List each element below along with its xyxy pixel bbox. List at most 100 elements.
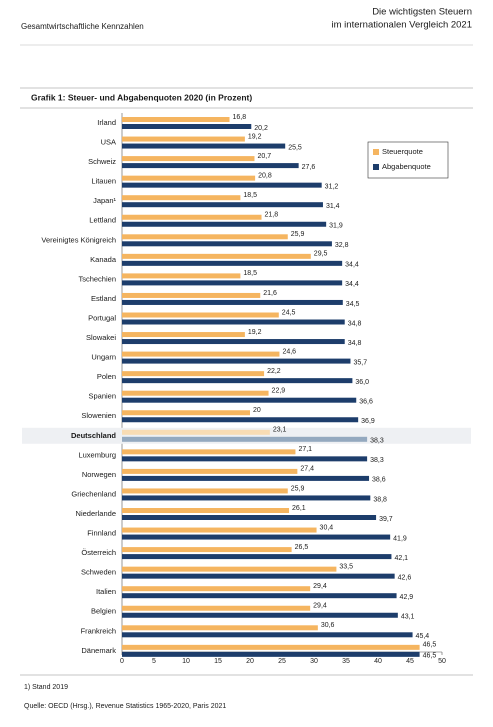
- value-label: 18,5: [243, 192, 257, 199]
- bar: [122, 436, 368, 442]
- value-label: 45,4: [416, 633, 430, 640]
- category-label: Vereinigtes Königreich: [41, 235, 116, 244]
- value-label: 42,9: [400, 594, 414, 601]
- value-label: 33,5: [339, 563, 353, 570]
- bar: [122, 417, 359, 423]
- bar: [122, 273, 241, 279]
- value-label: 39,7: [379, 516, 393, 523]
- value-label: 25,5: [288, 144, 302, 151]
- value-label: 20,7: [257, 153, 271, 160]
- value-label: 36,6: [359, 399, 373, 406]
- category-label: Slowenien: [81, 411, 116, 420]
- bar: [122, 299, 343, 305]
- category-label: Norwegen: [82, 470, 116, 479]
- value-label: 29,4: [313, 583, 327, 590]
- category-label: Litauen: [91, 177, 116, 186]
- x-tick-label: 20: [246, 658, 254, 665]
- x-tick-label: 30: [310, 658, 318, 665]
- category-label: Belgien: [91, 607, 116, 616]
- bar: [122, 312, 279, 318]
- bar: [122, 508, 290, 513]
- category-label: Schweden: [81, 568, 116, 577]
- value-label: 29,4: [313, 603, 327, 610]
- value-label: 38,3: [370, 438, 384, 445]
- category-label: Italien: [96, 587, 116, 596]
- bar: [122, 175, 256, 181]
- value-label: 46,5: [423, 653, 437, 660]
- value-label: 42,1: [394, 555, 408, 562]
- category-label: Estland: [91, 294, 116, 303]
- value-label: 42,6: [398, 574, 412, 581]
- bar: [122, 566, 337, 572]
- source: Quelle: OECD (Hrsg.), Revenue Statistics…: [24, 703, 226, 710]
- x-tick-label: 40: [374, 658, 382, 665]
- x-tick-label: 25: [278, 658, 286, 665]
- value-label: 38,6: [372, 477, 386, 484]
- category-label: USA: [101, 138, 116, 147]
- category-label: Österreich: [81, 548, 116, 557]
- category-label: Schweiz: [88, 157, 116, 166]
- legend-swatch: [373, 149, 379, 155]
- bar: [122, 429, 270, 435]
- x-tick-label: 35: [342, 658, 350, 665]
- value-label: 21,8: [265, 212, 279, 219]
- value-label: 19,2: [248, 329, 262, 336]
- bar: [122, 136, 245, 142]
- value-label: 22,2: [267, 368, 281, 375]
- bar: [122, 547, 292, 553]
- value-label: 41,9: [393, 535, 407, 542]
- bar: [122, 651, 420, 657]
- category-label: Finnland: [87, 529, 116, 538]
- bar: [122, 495, 371, 501]
- x-tick-label: 15: [214, 658, 222, 665]
- value-label: 31,9: [329, 223, 343, 230]
- x-tick-label: 10: [182, 658, 190, 665]
- bar: [122, 319, 345, 325]
- bar: [122, 143, 286, 149]
- value-label: 29,5: [314, 251, 328, 258]
- category-label: Kanada: [90, 255, 117, 264]
- bar: [122, 573, 395, 579]
- legend-swatch: [373, 164, 379, 170]
- bar: [122, 475, 370, 481]
- value-label: 21,6: [263, 290, 277, 297]
- value-label: 19,2: [248, 133, 262, 140]
- value-label: 26,5: [295, 544, 309, 551]
- category-label: Luxemburg: [78, 450, 116, 459]
- category-label: Griechenland: [71, 489, 116, 498]
- legend-label: Abgabenquote: [382, 162, 431, 171]
- bar: [122, 410, 250, 416]
- value-label: 20,2: [254, 125, 268, 132]
- bar: [122, 214, 262, 220]
- value-label: 24,5: [282, 309, 296, 316]
- value-label: 25,9: [291, 485, 305, 492]
- bar: [122, 515, 377, 520]
- plot: 0 5 10 15 20 25 30 35 40 45 50 Irland 16,8 20,2 USA 19,…: [22, 113, 471, 665]
- bar: [122, 605, 311, 611]
- category-label: Portugal: [88, 313, 116, 322]
- bar: [122, 397, 357, 403]
- value-label: 16,8: [233, 114, 247, 121]
- bar: [122, 488, 288, 494]
- value-label: 20,8: [258, 172, 272, 179]
- category-label: Tschechien: [78, 274, 116, 283]
- value-label: 35,7: [353, 359, 367, 366]
- bar: [122, 124, 252, 129]
- legend-box: [367, 141, 449, 179]
- value-label: 22,9: [272, 388, 286, 395]
- category-label: Ungarn: [91, 353, 116, 362]
- bar: [122, 260, 343, 266]
- value-label: 23,1: [273, 427, 287, 434]
- category-label: Slowakei: [86, 333, 116, 342]
- value-label: 30,4: [320, 524, 334, 531]
- page-title: Die wichtigsten Steuern: [372, 7, 472, 18]
- value-label: 43,1: [401, 614, 415, 621]
- category-label: Deutschland: [71, 431, 116, 440]
- value-label: 30,6: [321, 622, 335, 629]
- chart-title: Grafik 1: Steuer- und Abgabenquoten 2020…: [31, 92, 252, 102]
- value-label: 25,9: [291, 231, 305, 238]
- bar: [122, 234, 288, 240]
- category-label: Niederlande: [76, 509, 116, 518]
- bar: [122, 527, 317, 533]
- page-title: im internationalen Vergleich 2021: [332, 20, 472, 31]
